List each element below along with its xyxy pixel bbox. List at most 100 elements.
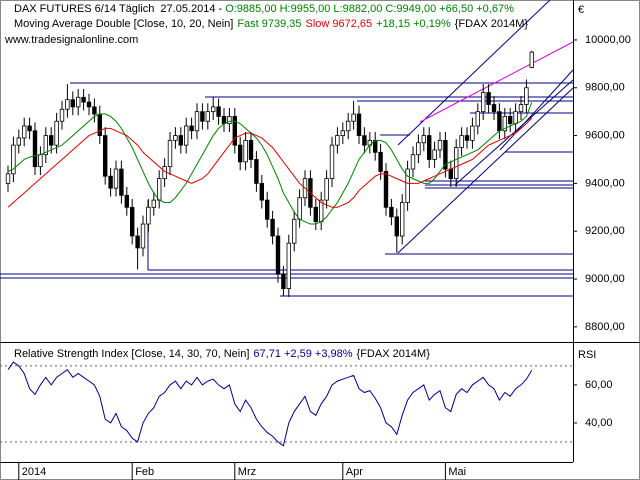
candle-body — [335, 135, 340, 146]
candle-body — [232, 116, 237, 146]
candle-body — [11, 144, 16, 175]
candle-body — [259, 182, 264, 201]
candle-body — [205, 111, 210, 122]
candle-body — [178, 135, 183, 146]
instrument: DAX FUTURES 6/14 Täglich — [14, 3, 154, 15]
candle-body — [16, 137, 21, 146]
candle-body — [340, 130, 345, 136]
candle-body — [264, 199, 270, 220]
candle-body — [345, 120, 351, 132]
candle-body — [210, 106, 216, 113]
candle-body — [140, 223, 146, 249]
candle-body — [59, 108, 65, 122]
candle-body — [43, 135, 48, 156]
currency: € — [578, 4, 584, 16]
candle-body — [32, 130, 38, 168]
date-label: Mrz — [238, 466, 256, 478]
candle-body — [108, 175, 113, 189]
candle-body — [470, 125, 475, 141]
date-label: Feb — [135, 466, 154, 478]
candle-body — [38, 154, 43, 168]
candle-body — [216, 106, 221, 117]
date-label: Apr — [346, 466, 363, 478]
candle-body — [70, 99, 75, 108]
y-tick-label: 9400,00 — [585, 177, 625, 189]
candle-body — [324, 178, 329, 201]
candle-body — [518, 104, 524, 113]
candle-body — [5, 173, 11, 184]
candle-body — [507, 116, 513, 125]
y-tick-label: 10000,00 — [585, 34, 631, 46]
candle-body — [432, 149, 437, 160]
candle-body — [497, 111, 502, 132]
candle-body — [162, 166, 167, 180]
candle-body — [416, 142, 421, 156]
candle-body — [248, 139, 254, 160]
candle-body — [356, 113, 362, 136]
candle-body — [49, 135, 54, 146]
candle-body — [65, 99, 70, 110]
candle-body — [351, 113, 356, 122]
candle-body — [491, 104, 497, 113]
symbol: {FDAX 2014M} — [455, 18, 529, 30]
candle-body — [103, 135, 108, 177]
date-label: Mai — [448, 466, 466, 478]
rsi-values: 67,71 +2,59 +3,98% — [253, 348, 352, 360]
candle-body — [243, 139, 248, 163]
candle-body — [372, 139, 378, 153]
candle-body — [189, 125, 194, 132]
candle-body — [237, 144, 243, 163]
y-tick-label: 9600,00 — [585, 129, 625, 141]
ohlc: O:9885,00 H:9955,00 L:9882,00 C:9949,00 … — [225, 3, 514, 15]
rsi-header: Relative Strength Index [Close, 14, 30, … — [14, 348, 430, 360]
candle-body — [54, 120, 59, 146]
candle-body — [389, 206, 394, 218]
date-label: 2014 — [22, 466, 46, 478]
candle-body — [405, 168, 410, 203]
indicator: Moving Average Double [Close, 10, 20, Ne… — [14, 18, 233, 30]
y-tick-label: 8800,00 — [585, 321, 625, 333]
candle-body — [502, 116, 507, 132]
candle-body — [291, 218, 297, 244]
date: 27.05.2014 - — [160, 3, 222, 15]
candle-body — [362, 135, 367, 146]
candle-body — [21, 125, 27, 139]
candle-body — [421, 135, 426, 144]
candle-body — [464, 135, 470, 141]
candle-body — [448, 168, 453, 180]
candle-body — [124, 194, 129, 208]
fast-value: 9739,35 — [262, 18, 302, 30]
candle-body — [129, 206, 135, 237]
candle-body — [151, 199, 156, 208]
candle-body — [378, 151, 383, 172]
legend-slow: Slow — [306, 18, 330, 30]
candle-body — [81, 96, 86, 103]
candle-body — [437, 139, 443, 151]
header-line-2: Moving Average Double [Close, 10, 20, Ne… — [14, 18, 528, 30]
candle-body — [92, 106, 97, 115]
rsi-symbol: {FDAX 2014M} — [357, 348, 431, 360]
candle-body — [524, 87, 529, 105]
candle-body — [270, 218, 275, 237]
candle-body — [76, 96, 81, 108]
candle-body — [97, 113, 102, 136]
candle-body — [297, 197, 302, 220]
candle-body — [529, 51, 534, 68]
candle-body — [156, 178, 162, 201]
header-line-1: DAX FUTURES 6/14 Täglich 27.05.2014 - O:98… — [14, 3, 514, 15]
candle-body — [173, 135, 178, 141]
candle-body — [286, 242, 291, 289]
y-tick-label: 9200,00 — [585, 225, 625, 237]
y-tick-label: 9800,00 — [585, 82, 625, 94]
candle-body — [167, 139, 173, 168]
rsi-axis-title: RSI — [578, 349, 596, 361]
candle-body — [135, 235, 140, 249]
candle-body — [113, 168, 119, 189]
candle-body — [313, 206, 318, 223]
rsi-legend: Relative Strength Index [Close, 14, 30, … — [14, 348, 249, 360]
candle-body — [513, 111, 518, 125]
candle-body — [254, 159, 259, 184]
